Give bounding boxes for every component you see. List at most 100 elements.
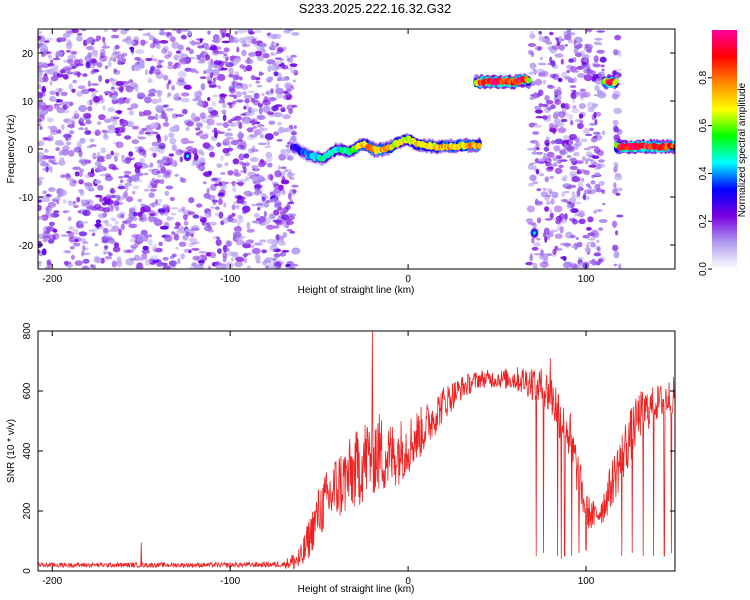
noise-cell (53, 103, 60, 110)
noise-cell (220, 155, 224, 162)
noise-cell (615, 230, 619, 236)
noise-cell (591, 258, 596, 266)
noise-cell (541, 103, 549, 108)
noise-cell (544, 218, 552, 221)
noise-cell (73, 204, 79, 209)
noise-cell (289, 263, 299, 267)
noise-cell (246, 127, 254, 133)
noise-cell (547, 162, 553, 166)
noise-cell (575, 141, 582, 147)
noise-cell (157, 198, 163, 203)
noise-cell (149, 188, 157, 192)
noise-cell (614, 68, 623, 72)
noise-cell (250, 97, 256, 103)
noise-cell (140, 39, 146, 46)
noise-cell (153, 216, 158, 222)
noise-cell (80, 88, 90, 95)
noise-cell (116, 256, 122, 263)
y-tick-label: 200 (22, 502, 33, 519)
noise-cell (198, 251, 207, 254)
noise-cell (535, 116, 544, 119)
noise-cell (72, 228, 79, 235)
noise-cell (143, 96, 152, 104)
noise-cell (190, 112, 196, 120)
noise-cell (571, 208, 579, 213)
noise-cell (583, 74, 593, 82)
noise-cell (172, 64, 177, 70)
noise-cell (116, 260, 123, 268)
noise-cell (208, 211, 212, 217)
noise-cell (167, 64, 174, 70)
noise-cell (545, 100, 554, 105)
noise-cell (157, 59, 162, 67)
noise-cell (251, 203, 257, 207)
noise-cell (289, 63, 298, 67)
noise-cell (60, 68, 66, 74)
noise-cell (134, 167, 141, 174)
noise-cell (197, 60, 206, 64)
noise-cell (576, 168, 581, 175)
noise-cell (557, 77, 563, 83)
noise-cell (534, 46, 543, 51)
noise-cell (66, 58, 74, 64)
noise-cell (236, 198, 245, 204)
noise-cell (227, 102, 233, 106)
noise-cell (103, 251, 107, 255)
noise-cell (195, 102, 203, 106)
noise-cell (65, 30, 73, 34)
noise-cell (232, 100, 237, 105)
noise-cell (168, 34, 174, 38)
noise-cell (155, 199, 158, 205)
noise-cell (99, 97, 105, 104)
noise-cell (268, 120, 276, 125)
noise-cell (254, 50, 262, 57)
noise-cell (118, 228, 122, 236)
noise-cell (559, 226, 564, 234)
noise-cell (202, 142, 211, 149)
y-tick-label: 0 (22, 568, 33, 574)
noise-cell (247, 265, 251, 269)
noise-cell (573, 77, 577, 83)
noise-cell (540, 191, 549, 198)
noise-cell (253, 184, 263, 189)
noise-cell (171, 85, 176, 91)
noise-cell (158, 241, 163, 247)
noise-cell (138, 257, 145, 262)
noise-cell (55, 91, 60, 97)
noise-cell (244, 193, 250, 197)
noise-cell (103, 118, 112, 124)
noise-cell (568, 139, 573, 145)
noise-cell (527, 49, 534, 55)
noise-cell (192, 214, 200, 219)
noise-cell (164, 134, 168, 142)
noise-cell (151, 141, 160, 147)
noise-cell (528, 71, 535, 75)
noise-cell (63, 250, 72, 254)
noise-cell (539, 173, 545, 177)
noise-cell (597, 71, 604, 78)
noise-cell (51, 64, 59, 70)
noise-cell (134, 254, 140, 262)
noise-cell (574, 160, 584, 165)
colorbar-ticks: 0.0 0.2 0.4 0.6 0.8 (698, 70, 712, 276)
noise-cell (537, 62, 547, 66)
noise-cell (544, 206, 550, 212)
noise-cell (222, 114, 227, 122)
noise-cell (42, 238, 48, 243)
noise-cell (287, 201, 295, 205)
noise-cell (153, 68, 161, 75)
noise-cell (572, 97, 576, 104)
noise-cell (88, 199, 94, 207)
noise-cell (190, 40, 196, 47)
noise-cell (134, 179, 143, 183)
noise-cell (613, 107, 622, 115)
noise-cell (84, 211, 88, 216)
noise-cell (256, 124, 265, 128)
noise-cell (136, 162, 144, 166)
noise-cell (84, 127, 88, 132)
noise-cell (536, 151, 543, 155)
noise-cell (613, 263, 618, 267)
noise-cell (176, 229, 181, 234)
noise-cell (547, 62, 552, 66)
noise-cell (140, 206, 146, 214)
